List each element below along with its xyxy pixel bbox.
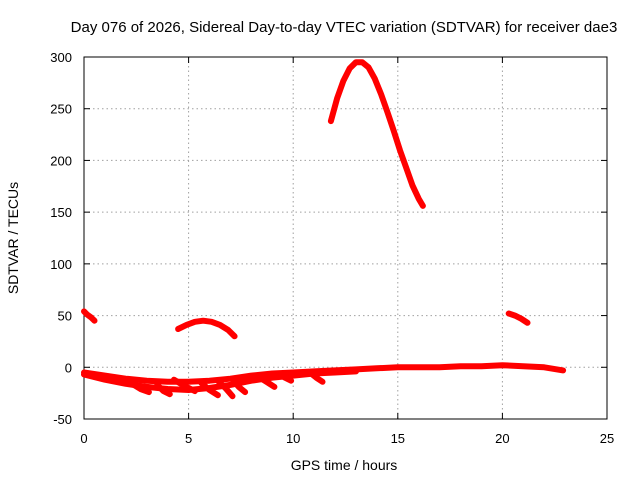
y-tick-label: 50 [58,309,72,324]
tick-labels: 0 5 10 15 20 25 -50 0 50 100 150 200 250 300 [50,50,614,446]
series-dip-1 [129,380,152,396]
chart-title: Day 076 of 2026, Sidereal Day-to-day VTE… [71,19,618,36]
y-tick-label: 300 [50,50,72,65]
x-tick-label: 5 [185,431,192,446]
y-tick-label: 200 [50,153,72,168]
y-tick-label: 0 [65,360,72,375]
y-tick-label: 150 [50,205,72,220]
y-axis-label: SDTVAR / TECUs [5,182,21,294]
series-dip-8 [275,370,295,384]
series-dip-9 [306,369,326,385]
series-dip-2 [154,381,173,398]
y-tick-label: -50 [53,412,72,427]
x-tick-label: 0 [80,431,87,446]
series-dip-6 [229,376,249,396]
x-tick-label: 20 [495,431,509,446]
x-tick-label: 10 [286,431,300,446]
series-dip-3 [171,376,198,395]
y-tick-label: 250 [50,102,72,117]
series-arc-1 [81,308,98,324]
series-dip-5 [214,377,236,400]
y-tick-label: 100 [50,257,72,272]
x-axis-label: GPS time / hours [291,457,398,473]
series-arc-4 [505,310,531,326]
series-dip-7 [256,374,278,390]
series-arc-3 [327,59,426,209]
plot-frame [83,56,608,420]
x-tick-label: 25 [600,431,614,446]
series-arc-2 [175,317,238,340]
data-series [81,59,567,400]
x-tick-label: 15 [391,431,405,446]
series-dip-4 [198,379,221,399]
grid-lines [84,57,607,419]
